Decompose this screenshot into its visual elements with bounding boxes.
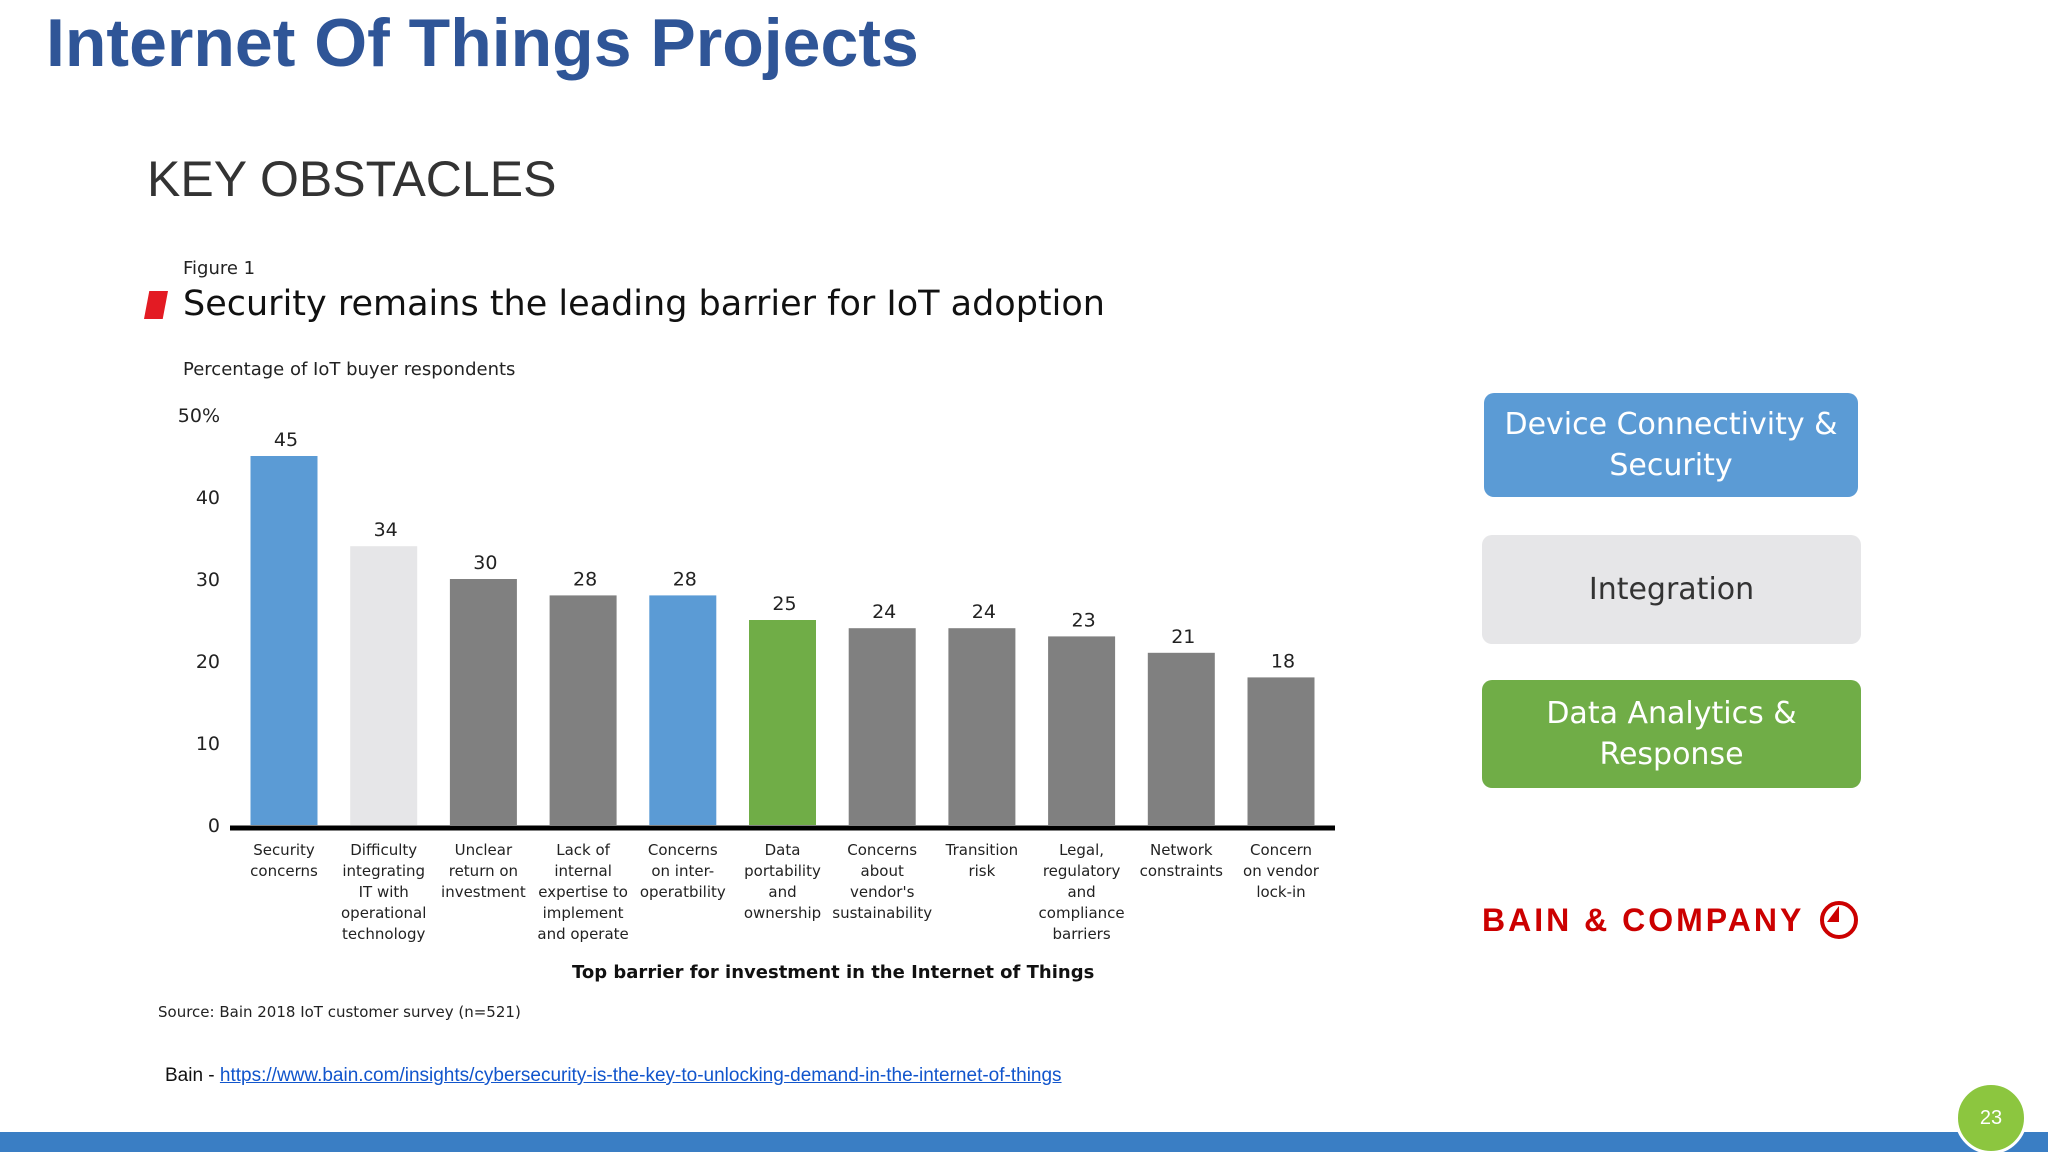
category-box-label: Integration	[1588, 572, 1755, 607]
bar-value-label: 24	[872, 601, 896, 623]
chart-source: Source: Bain 2018 IoT customer survey (n…	[158, 1003, 521, 1021]
bar	[948, 628, 1016, 825]
category-tick-label: Transition risk	[945, 841, 1019, 880]
category-box-label: Data Analytics & Response	[1546, 696, 1797, 772]
category-tick-label: Difficulty integrating IT with operational t…	[341, 841, 426, 943]
bar-value-label: 28	[573, 568, 597, 590]
y-tick-label: 10	[196, 733, 220, 755]
bottom-bar	[0, 1132, 2048, 1152]
reference-prefix: Bain -	[165, 1065, 220, 1086]
category-box-integration: Integration	[1482, 535, 1861, 644]
bar	[649, 595, 717, 825]
category-tick-label: Concerns about vendor's sustainability	[832, 841, 932, 922]
bar-value-label: 18	[1271, 650, 1295, 672]
category-box-label: Device Connectivity & Security	[1504, 407, 1838, 483]
section-title: KEY OBSTACLES	[147, 151, 557, 207]
bar-value-label: 34	[374, 519, 398, 541]
bar	[449, 579, 517, 825]
category-tick-label: Lack of internal expertise to implement and …	[537, 841, 628, 943]
reference-line: Bain - https://www.bain.com/insights/cyb…	[165, 1065, 1062, 1087]
y-tick-label: 30	[196, 569, 220, 591]
category-box-data-analytics: Data Analytics & Response	[1482, 680, 1861, 788]
y-tick-label: 20	[196, 651, 220, 673]
bar	[350, 546, 418, 825]
bar-value-label: 45	[274, 429, 298, 451]
bain-compass-icon	[1820, 901, 1859, 939]
category-tick-label: Concerns on inter-operatbility	[640, 841, 726, 901]
y-tick-label: 40	[196, 487, 220, 509]
bar-value-label: 24	[972, 601, 996, 623]
bain-logo-text: BAIN & COMPANY	[1482, 901, 1805, 938]
chart-x-axis-label: Top barrier for investment in the Intern…	[572, 962, 1095, 983]
category-tick-label: Legal, regulatory and compliance barriers	[1039, 841, 1125, 943]
figure-label: Figure 1	[183, 258, 256, 279]
category-tick-label: Data portability and ownership	[744, 841, 821, 922]
reference-link[interactable]: https://www.bain.com/insights/cybersecur…	[219, 1065, 1062, 1086]
bar-value-label: 23	[1072, 609, 1096, 631]
bar	[749, 620, 816, 825]
bar	[1147, 652, 1215, 825]
bar	[1247, 677, 1315, 825]
category-tick-label: Network constraints	[1140, 841, 1224, 880]
bar	[250, 456, 318, 825]
bar-value-label: 28	[673, 568, 697, 590]
category-tick-label: Unclear return on investment	[441, 841, 526, 901]
y-tick-label: 50%	[178, 405, 220, 427]
page-number: 23	[1955, 1082, 2027, 1154]
category-tick-label: Security concerns	[250, 841, 318, 880]
slide-title: Internet Of Things Projects	[46, 5, 919, 81]
y-tick-label: 0	[208, 815, 220, 837]
figure-marker-icon	[144, 291, 168, 319]
chart-title: Security remains the leading barrier for…	[183, 284, 1105, 324]
bar-value-label: 21	[1171, 626, 1195, 648]
bar-value-label: 25	[772, 593, 796, 615]
bar	[1048, 636, 1116, 825]
bar-value-label: 30	[473, 552, 497, 574]
bar	[549, 595, 617, 825]
chart-y-axis-label: Percentage of IoT buyer respondents	[183, 359, 516, 380]
category-tick-label: Concern on vendor lock-in	[1243, 841, 1320, 901]
category-box-device-connectivity: Device Connectivity & Security	[1484, 393, 1858, 497]
bain-logo: BAIN & COMPANY	[1482, 899, 1860, 941]
bar	[848, 628, 916, 825]
